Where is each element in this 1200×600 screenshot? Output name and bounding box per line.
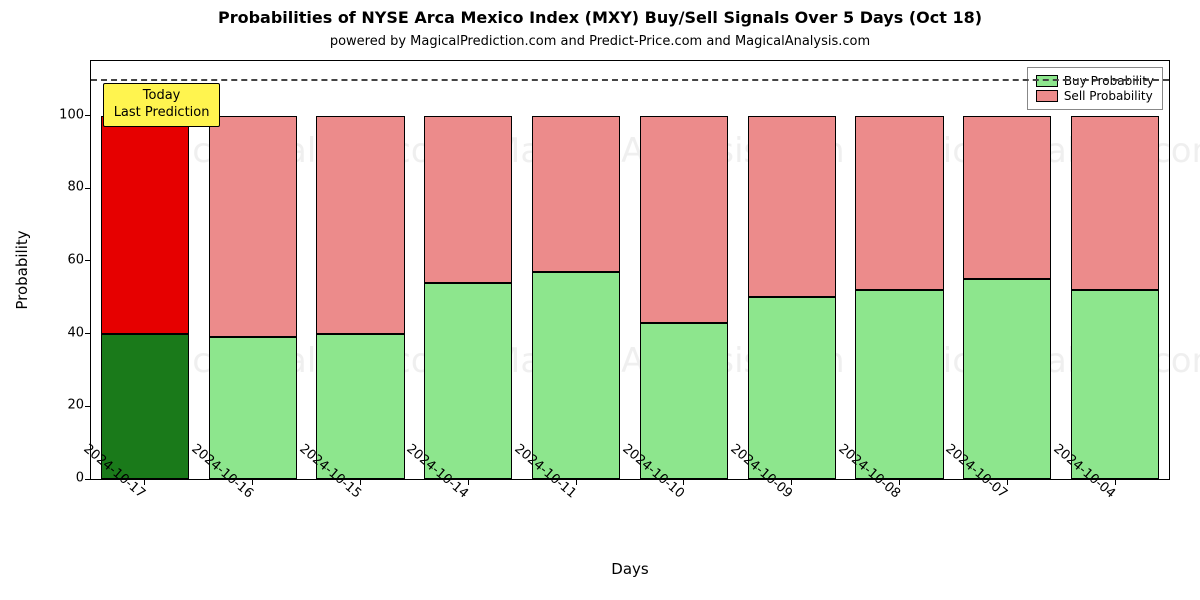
bar-buy — [1071, 290, 1159, 479]
bar-buy — [101, 334, 189, 479]
bar-sell — [316, 116, 404, 334]
bar-sell — [855, 116, 943, 290]
bar-buy — [316, 334, 404, 479]
x-tick — [468, 479, 469, 485]
x-tick — [144, 479, 145, 485]
y-tick-label: 40 — [58, 325, 84, 340]
y-tick-label: 100 — [58, 107, 84, 122]
y-axis-label: Probability — [13, 230, 31, 309]
bar-sell — [963, 116, 1051, 280]
y-tick-label: 60 — [58, 252, 84, 267]
bar-group — [855, 61, 943, 479]
x-tick — [252, 479, 253, 485]
bar-group — [748, 61, 836, 479]
x-tick — [683, 479, 684, 485]
callout-line1: Today — [114, 88, 210, 105]
x-tick — [791, 479, 792, 485]
y-tick-label: 0 — [58, 471, 84, 486]
bar-group — [1071, 61, 1159, 479]
x-tick — [576, 479, 577, 485]
bar-group — [209, 61, 297, 479]
chart-title: Probabilities of NYSE Arca Mexico Index … — [0, 8, 1200, 27]
bar-sell — [424, 116, 512, 283]
bar-buy — [532, 272, 620, 479]
bar-group — [424, 61, 512, 479]
bar-group — [532, 61, 620, 479]
bar-buy — [963, 279, 1051, 479]
y-tick-label: 80 — [58, 180, 84, 195]
bar-buy — [855, 290, 943, 479]
chart-container: Probabilities of NYSE Arca Mexico Index … — [0, 0, 1200, 600]
y-tick-label: 20 — [58, 398, 84, 413]
chart-subtitle: powered by MagicalPrediction.com and Pre… — [0, 34, 1200, 49]
callout-line2: Last Prediction — [114, 105, 210, 122]
bar-sell — [532, 116, 620, 272]
bar-group — [963, 61, 1051, 479]
bar-sell — [1071, 116, 1159, 290]
bar-buy — [640, 323, 728, 479]
today-callout: TodayLast Prediction — [103, 83, 221, 127]
bar-sell — [640, 116, 728, 323]
bar-buy — [424, 283, 512, 479]
x-tick — [360, 479, 361, 485]
bar-sell — [209, 116, 297, 338]
x-tick — [1115, 479, 1116, 485]
bar-sell — [101, 116, 189, 334]
x-tick — [1007, 479, 1008, 485]
x-axis-label: Days — [90, 560, 1170, 578]
bar-sell — [748, 116, 836, 298]
bar-buy — [209, 337, 297, 479]
bar-buy — [748, 297, 836, 479]
bar-group — [316, 61, 404, 479]
plot-area: Buy Probability Sell Probability Magical… — [90, 60, 1170, 480]
bar-group — [640, 61, 728, 479]
x-tick — [899, 479, 900, 485]
